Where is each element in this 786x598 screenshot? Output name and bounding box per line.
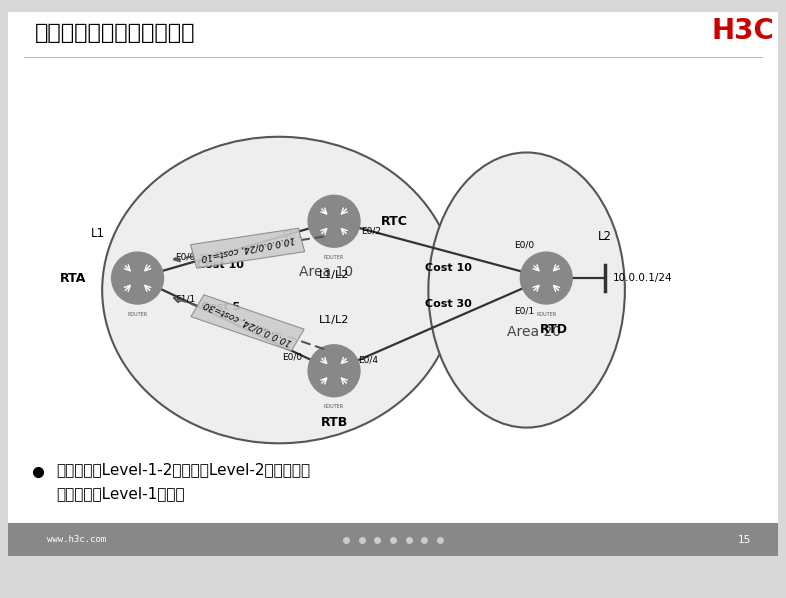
Text: E0/1: E0/1 xyxy=(514,307,534,316)
Text: RTA: RTA xyxy=(60,271,86,285)
Text: Area 20: Area 20 xyxy=(508,325,561,339)
Text: S1/1: S1/1 xyxy=(175,295,196,304)
Text: ROUTER: ROUTER xyxy=(324,255,344,260)
Text: L2: L2 xyxy=(598,230,612,243)
Text: Area 10: Area 10 xyxy=(299,265,353,279)
Text: L1/L2: L1/L2 xyxy=(319,270,349,280)
Text: 15: 15 xyxy=(737,535,751,545)
Ellipse shape xyxy=(112,252,163,304)
Text: 10.0.0.1/24: 10.0.0.1/24 xyxy=(613,273,673,283)
Ellipse shape xyxy=(102,137,456,443)
Text: ROUTER: ROUTER xyxy=(536,312,556,317)
Text: 区域外次优路由的解决方法: 区域外次优路由的解决方法 xyxy=(35,23,196,43)
Text: ROUTER: ROUTER xyxy=(127,312,148,317)
Text: E0/0: E0/0 xyxy=(514,240,534,249)
Text: RTC: RTC xyxy=(381,215,408,228)
Ellipse shape xyxy=(308,196,360,247)
Text: E0/0: E0/0 xyxy=(282,353,303,362)
Text: E0/2: E0/2 xyxy=(362,226,381,235)
Text: E0/0: E0/0 xyxy=(175,252,196,261)
Text: RTB: RTB xyxy=(321,416,347,429)
Text: 信息发布到Level-1区域。: 信息发布到Level-1区域。 xyxy=(57,486,185,501)
Text: Cost 30: Cost 30 xyxy=(424,300,472,310)
Text: Cost 5: Cost 5 xyxy=(200,303,240,312)
Text: RTD: RTD xyxy=(540,323,568,336)
Ellipse shape xyxy=(428,152,625,428)
Text: L1/L2: L1/L2 xyxy=(319,315,349,325)
Text: Cost 10: Cost 10 xyxy=(424,263,472,273)
Text: ROUTER: ROUTER xyxy=(324,404,344,410)
Text: H3C: H3C xyxy=(711,17,774,45)
Text: 路由渗透使Level-1-2路由器将Level-2区域的路由: 路由渗透使Level-1-2路由器将Level-2区域的路由 xyxy=(57,462,310,477)
Text: www.h3c.com: www.h3c.com xyxy=(47,535,106,545)
Polygon shape xyxy=(191,295,304,351)
Text: L1: L1 xyxy=(91,227,105,240)
Text: S1/1: S1/1 xyxy=(282,230,303,239)
Ellipse shape xyxy=(520,252,572,304)
Text: 10.0.0.0/24, cost=30: 10.0.0.0/24, cost=30 xyxy=(202,299,293,347)
Ellipse shape xyxy=(308,345,360,396)
Text: E0/4: E0/4 xyxy=(358,356,377,365)
Text: 10.0.0.0/24, cost=10: 10.0.0.0/24, cost=10 xyxy=(200,234,296,262)
Text: Cost 10: Cost 10 xyxy=(196,261,244,270)
Polygon shape xyxy=(190,228,305,268)
Bar xyxy=(8,523,778,556)
